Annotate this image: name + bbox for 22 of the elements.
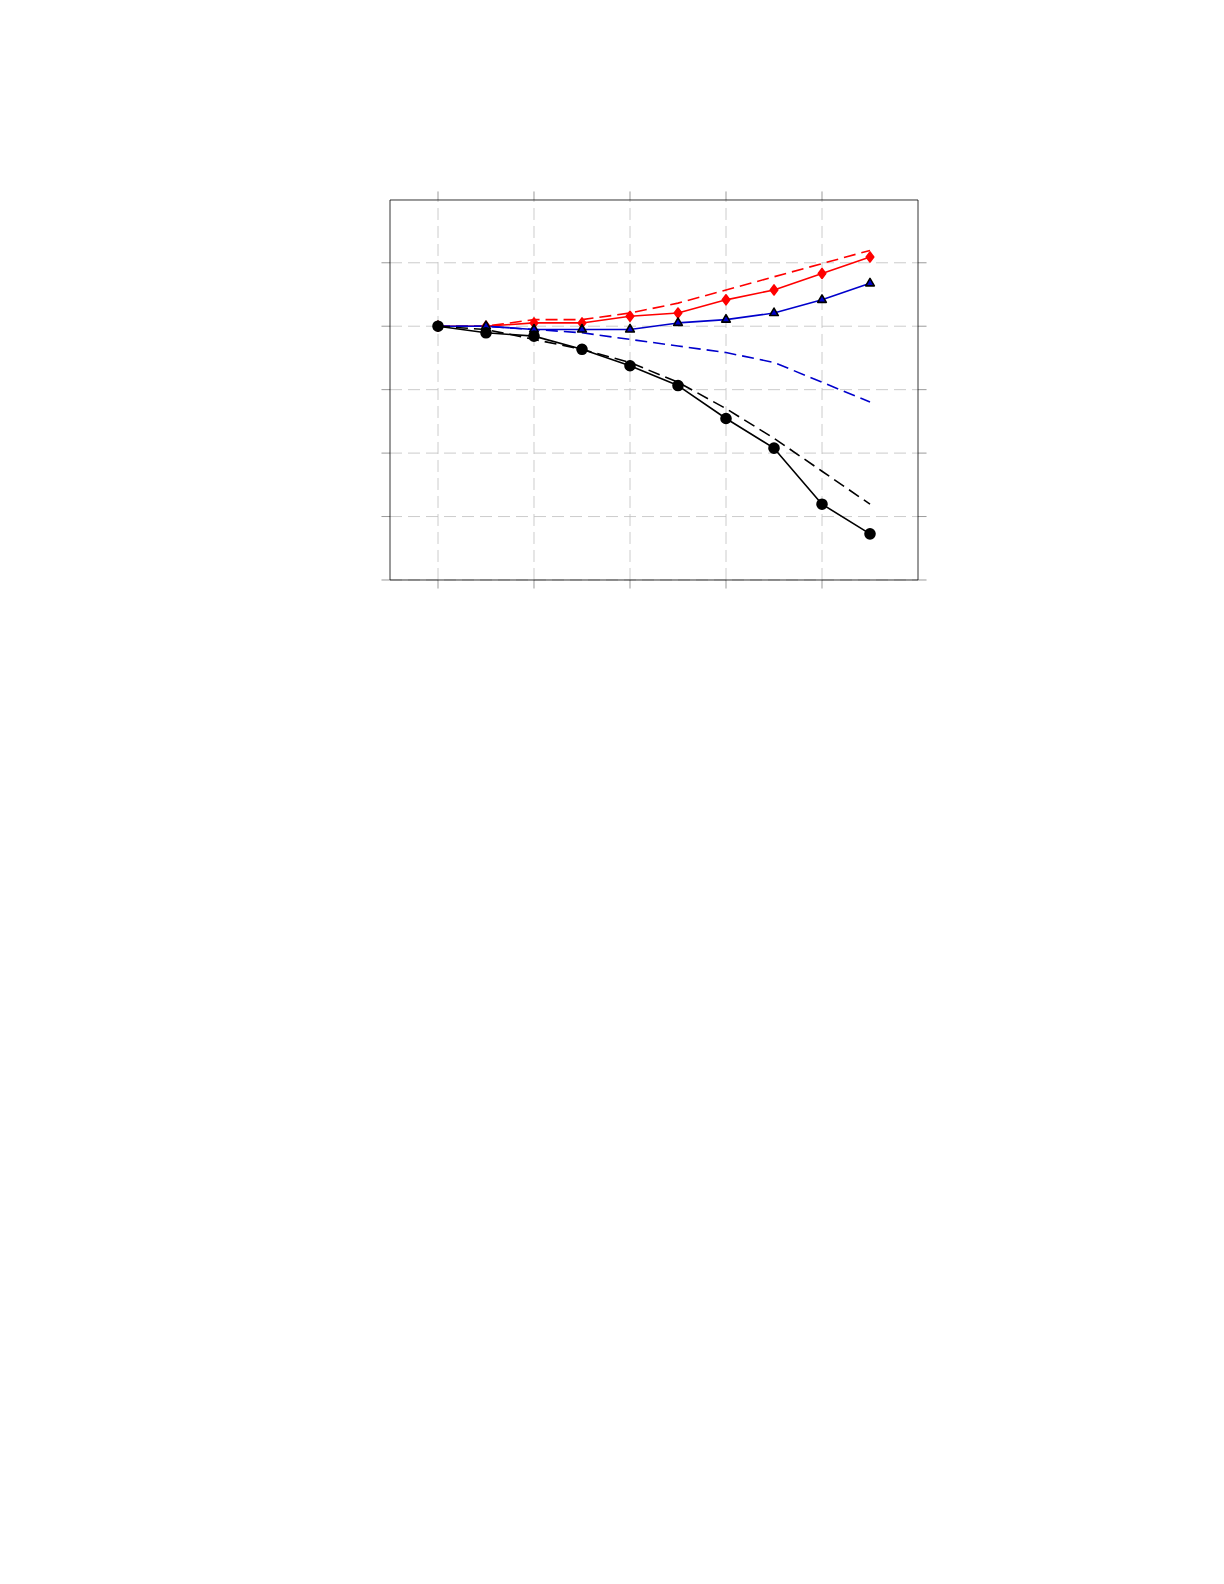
point <box>865 251 875 263</box>
point <box>720 412 732 425</box>
point <box>769 284 779 296</box>
point <box>624 359 636 372</box>
point <box>768 307 780 317</box>
point <box>672 317 684 327</box>
point <box>576 323 588 333</box>
point <box>673 307 683 319</box>
point <box>576 343 588 356</box>
point <box>816 498 828 510</box>
point <box>864 528 876 540</box>
point <box>480 327 492 339</box>
point <box>528 330 540 342</box>
point <box>721 294 731 306</box>
point <box>625 310 635 323</box>
point <box>720 313 732 323</box>
point <box>768 442 780 454</box>
point <box>864 277 876 287</box>
point <box>672 379 684 392</box>
point <box>624 323 636 333</box>
point <box>817 267 827 280</box>
point <box>816 294 828 304</box>
